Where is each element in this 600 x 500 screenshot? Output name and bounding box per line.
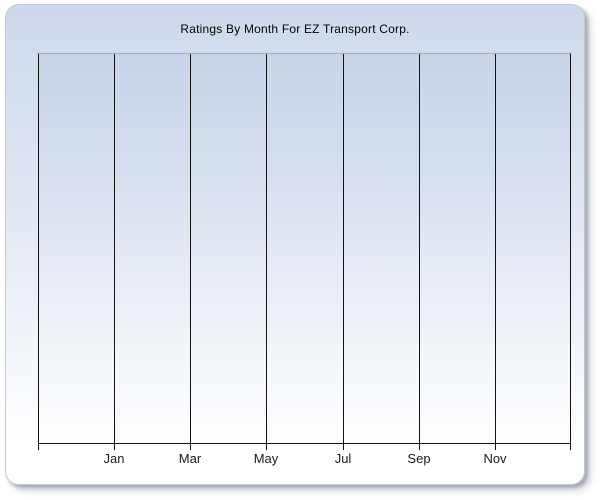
x-gridline bbox=[190, 54, 191, 443]
x-axis-tick bbox=[343, 444, 344, 450]
plot-area bbox=[38, 53, 571, 444]
x-gridline bbox=[343, 54, 344, 443]
x-axis-tick bbox=[266, 444, 267, 450]
x-axis-label: Nov bbox=[483, 451, 507, 466]
x-gridline bbox=[114, 54, 115, 443]
x-axis-label: Sep bbox=[407, 451, 431, 466]
x-axis-label: Mar bbox=[178, 451, 202, 466]
x-axis-tick bbox=[495, 444, 496, 450]
x-axis-tick bbox=[38, 444, 39, 450]
x-axis-tick bbox=[419, 444, 420, 450]
chart-panel: Ratings By Month For EZ Transport Corp. … bbox=[5, 4, 585, 485]
x-gridline bbox=[495, 54, 496, 443]
x-gridline bbox=[266, 54, 267, 443]
x-gridline bbox=[419, 54, 420, 443]
x-axis-tick bbox=[114, 444, 115, 450]
x-axis-label: Jan bbox=[103, 451, 125, 466]
chart-title: Ratings By Month For EZ Transport Corp. bbox=[180, 22, 410, 36]
x-axis-tick bbox=[190, 444, 191, 450]
x-axis-label: May bbox=[253, 451, 279, 466]
x-axis-label: Jul bbox=[334, 451, 352, 466]
x-axis-tick bbox=[570, 444, 571, 450]
